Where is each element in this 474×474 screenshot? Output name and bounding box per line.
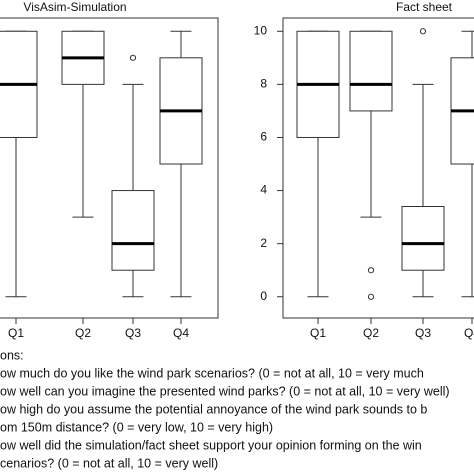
y-tick-label: 10 [254, 23, 268, 37]
y-tick-label: 2 [260, 236, 267, 250]
x-tick-label: Q2 [75, 326, 91, 340]
x-tick-label: Q1 [8, 326, 24, 340]
y-tick-label: 0 [260, 289, 267, 303]
y-tick-label: 6 [260, 130, 267, 144]
outlier [129, 54, 137, 61]
note-line: ow high do you assume the potential anno… [0, 402, 427, 416]
plot-frame [282, 17, 474, 319]
panel-title: VisAsim-Simulation [23, 0, 126, 14]
x-tick-label: Q3 [125, 326, 141, 340]
y-tick-label: 8 [260, 77, 267, 91]
note-line: ow well can you imagine the presented wi… [0, 384, 450, 398]
note-line: om 150m distance? (0 = very low, 10 = ve… [0, 420, 273, 434]
x-tick-label: Q2 [363, 326, 379, 340]
box [401, 205, 445, 271]
notes-heading: ons: [0, 348, 24, 362]
panel-title: Fact sheet [396, 0, 453, 14]
note-line: cenarios? (0 = not at all, 10 = very wel… [0, 456, 218, 470]
outlier [367, 267, 375, 274]
note-line: ow well did the simulation/fact sheet su… [0, 438, 422, 452]
box [111, 190, 155, 271]
y-tick-label: 4 [260, 183, 267, 197]
box [349, 30, 393, 112]
outlier [419, 28, 427, 35]
x-tick-label: Q4 [464, 326, 474, 340]
x-tick-label: Q3 [415, 326, 431, 340]
outlier [367, 293, 375, 300]
plot-frame [0, 17, 219, 319]
note-line: ow much do you like the wind park scenar… [0, 366, 424, 380]
x-tick-label: Q4 [173, 326, 189, 340]
x-tick-label: Q1 [310, 326, 326, 340]
